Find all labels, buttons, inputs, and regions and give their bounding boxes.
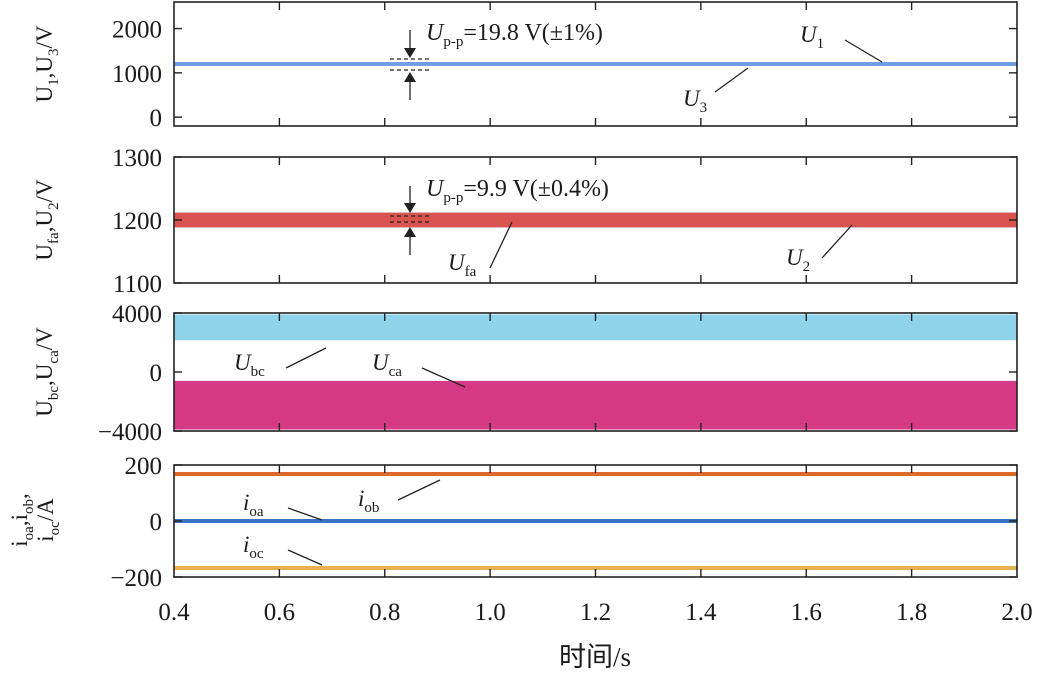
panel-3-series: [174, 314, 1017, 430]
panel-1-ylabel: U1,U3/V: [32, 25, 62, 102]
panel-4-ticks: 200 0 −200: [110, 453, 1017, 592]
svg-text:Up-p=9.9 V(±0.4%): Up-p=9.9 V(±0.4%): [426, 176, 609, 206]
panel-1-annotation: Up-p=19.8 V(±1%): [390, 20, 603, 100]
panel-3-ylabel: Ubc,Uca/V: [32, 327, 62, 417]
panel-4-series: [174, 471, 1017, 571]
panel-3: 4000 0 −4000 Ubc,Uca/V Ubc Uca: [32, 301, 1018, 446]
label-Uca: Uca: [372, 350, 402, 380]
label-U1: U1: [800, 22, 824, 52]
x-axis-ticks: 0.4 0.6 0.8 1.0 1.2 1.4 1.6 1.8 2.0: [158, 599, 1032, 626]
panel-2-annotation: Up-p=9.9 V(±0.4%): [390, 176, 609, 255]
ytick-label: −200: [110, 565, 162, 592]
xtick-label: 1.2: [580, 599, 611, 626]
xtick-label: 2.0: [1001, 599, 1032, 626]
ytick-label: 2000: [112, 17, 162, 44]
label-ioa: ioa: [243, 490, 264, 520]
ytick-label: 0: [150, 509, 163, 536]
ytick-label: 1200: [112, 208, 162, 235]
ytick-label: 1100: [113, 271, 162, 298]
panel-2-ylabel: Ufa,U2/V: [32, 179, 62, 261]
xtick-label: 0.8: [369, 599, 400, 626]
panel-1-series-labels: U1 U3: [683, 22, 883, 116]
ytick-label: −4000: [98, 419, 162, 446]
xtick-label: 1.4: [685, 599, 717, 626]
x-axis-label: 时间/s: [559, 642, 631, 672]
ytick-label: 0: [150, 360, 163, 387]
xtick-label: 0.4: [158, 599, 190, 626]
label-ioc: ioc: [243, 532, 264, 562]
xtick-label: 1.6: [791, 599, 822, 626]
ytick-label: 1000: [112, 61, 162, 88]
label-U3: U3: [683, 86, 707, 116]
xtick-label: 1.0: [475, 599, 506, 626]
panel-3-ticks: 4000 0 −4000: [98, 301, 1017, 446]
panel-2-ticks: 1300 1200 1100: [112, 145, 1017, 298]
label-iob: iob: [358, 486, 379, 516]
panel-2-series-labels: Ufa U2: [448, 221, 853, 280]
label-Ufa: Ufa: [448, 250, 477, 280]
panel-4-ylabel-line2: ioc/A: [33, 498, 63, 542]
label-U2: U2: [786, 245, 810, 275]
panel-4: 200 0 −200 0.4 0.6 0.8 1.0 1.2 1.4 1.6 1.8 2.0 ioa…: [7, 453, 1033, 626]
xtick-label: 1.8: [896, 599, 927, 626]
ytick-label: 200: [125, 453, 163, 480]
panel-3-series-labels: Ubc Uca: [234, 347, 466, 388]
svg-text:Up-p=19.8 V(±1%): Up-p=19.8 V(±1%): [426, 20, 603, 50]
ytick-label: 1300: [112, 145, 162, 172]
series-Uca-band: [174, 380, 1017, 430]
panel-4-series-labels: ioa iob ioc: [243, 479, 441, 566]
xtick-label: 0.6: [264, 599, 295, 626]
panel-1-ticks: 2000 1000 0: [112, 2, 1017, 132]
ytick-label: 4000: [112, 301, 162, 328]
panel-4-ylabel-line1: ioa,iob,: [7, 493, 37, 546]
ytick-label: 0: [150, 105, 163, 132]
panel-1: 2000 1000 0 U1,U3/V Up-p=19.8 V(±1%) U1 U3: [32, 1, 1018, 132]
label-Ubc: Ubc: [234, 350, 265, 380]
